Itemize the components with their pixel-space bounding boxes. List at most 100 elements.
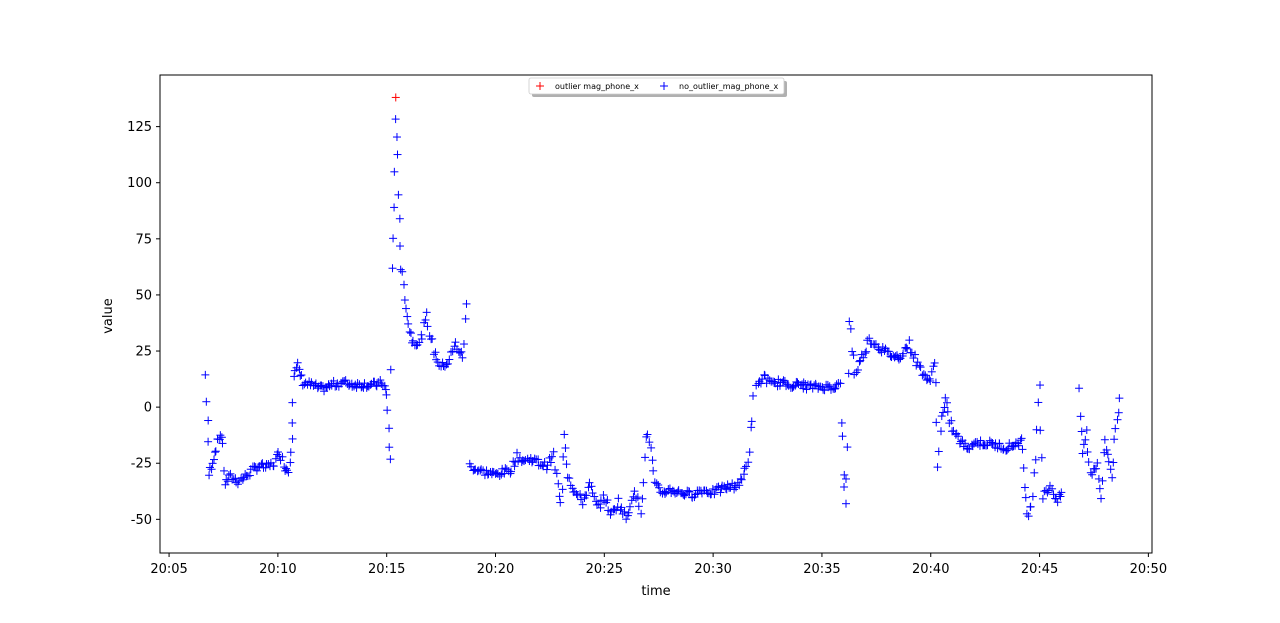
no-outlier-point — [622, 515, 631, 524]
no-outlier-point — [899, 349, 908, 358]
no-outlier-point — [1003, 446, 1012, 455]
no-outlier-point — [390, 203, 399, 212]
no-outlier-point — [1038, 494, 1047, 503]
no-outlier-point — [286, 458, 295, 467]
x-tick-label: 20:30 — [694, 562, 731, 577]
no-outlier-point — [903, 344, 912, 353]
no-outlier-point — [588, 489, 597, 498]
no-outlier-point — [582, 491, 591, 500]
no-outlier-point — [495, 472, 504, 481]
no-outlier-point — [625, 502, 634, 511]
x-tick-label: 20:50 — [1130, 562, 1167, 577]
no-outlier-point — [560, 430, 569, 439]
no-outlier-point — [1016, 436, 1025, 445]
no-outlier-point — [840, 482, 849, 491]
no-outlier-point — [862, 347, 871, 356]
no-outlier-point — [1079, 440, 1088, 449]
no-outlier-point — [902, 343, 911, 352]
no-outlier-point — [258, 459, 267, 468]
no-outlier-point — [252, 466, 261, 475]
no-outlier-point — [394, 190, 403, 199]
no-outlier-point — [429, 350, 438, 359]
no-outlier-point — [438, 358, 447, 367]
no-outlier-point — [204, 437, 213, 446]
no-outlier-point — [457, 347, 466, 356]
no-outlier-point — [554, 479, 563, 488]
y-axis-ticks: -50 -25 0 25 50 75 100 125 — [127, 120, 160, 528]
no-outlier-point — [685, 488, 694, 497]
x-tick-label: 20:40 — [912, 562, 949, 577]
legend-box — [528, 77, 785, 95]
no-outlier-point — [837, 418, 846, 427]
no-outlier-point — [561, 444, 570, 453]
no-outlier-point — [710, 490, 719, 499]
no-outlier-point — [634, 502, 643, 511]
no-outlier-point — [288, 398, 297, 407]
no-outlier-point — [1083, 447, 1092, 456]
no-outlier-point — [398, 267, 407, 276]
no-outlier-point — [594, 500, 603, 509]
no-outlier-point — [956, 437, 965, 446]
no-outlier-point — [1036, 426, 1045, 435]
no-outlier-point — [610, 505, 619, 514]
no-outlier-point — [1108, 473, 1117, 482]
no-outlier-point — [385, 424, 394, 433]
no-outlier-point — [284, 468, 293, 477]
no-outlier-point — [934, 447, 943, 456]
no-outlier-point — [845, 317, 854, 326]
no-outlier-point — [215, 435, 224, 444]
no-outlier-point — [1037, 453, 1046, 462]
no-outlier-point — [599, 491, 608, 500]
no-outlier-point — [742, 462, 751, 471]
no-outlier-point — [603, 496, 612, 505]
no-outlier-point — [1081, 435, 1090, 444]
no-outlier-point — [278, 452, 287, 461]
no-outlier-point — [276, 456, 285, 465]
no-outlier-point — [547, 452, 556, 461]
x-tick-label: 20:25 — [586, 562, 623, 577]
no-outlier-point — [995, 439, 1004, 448]
no-outlier-point — [913, 358, 922, 367]
no-outlier-point — [1032, 425, 1041, 434]
no-outlier-point — [506, 469, 515, 478]
no-outlier-point — [408, 336, 417, 345]
no-outlier-point — [1088, 470, 1097, 479]
no-outlier-point — [959, 442, 968, 451]
no-outlier-point — [740, 464, 749, 473]
no-outlier-point — [552, 469, 561, 478]
no-outlier-point — [462, 299, 471, 308]
no-outlier-point — [558, 485, 567, 494]
no-outlier-point — [940, 403, 949, 412]
no-outlier-point — [789, 382, 798, 391]
no-outlier-point — [445, 355, 454, 364]
no-outlier-point — [205, 471, 214, 480]
no-outlier-point — [1052, 494, 1061, 503]
no-outlier-point — [1102, 445, 1111, 454]
no-outlier-point — [551, 465, 560, 474]
no-outlier-point — [243, 472, 252, 481]
no-outlier-point — [976, 436, 985, 445]
no-outlier-point — [943, 407, 952, 416]
no-outlier-point — [639, 478, 648, 487]
no-outlier-point — [451, 338, 460, 347]
no-outlier-point — [477, 465, 486, 474]
no-outlier-point — [1043, 488, 1052, 497]
no-outlier-point — [201, 370, 210, 379]
no-outlier-point — [1094, 474, 1103, 483]
legend: outlier mag_phone_x no_outlier_mag_phone… — [528, 77, 787, 97]
no-outlier-point — [961, 439, 970, 448]
no-outlier-point — [652, 479, 661, 488]
no-outlier-point — [391, 115, 400, 124]
no-outlier-point — [655, 483, 664, 492]
no-outlier-point — [716, 488, 725, 497]
no-outlier-point — [226, 469, 235, 478]
x-axis-ticks: 20:05 20:10 20:15 20:20 20:25 20:30 20:35 20:40… — [150, 553, 1167, 577]
no-outlier-point — [1020, 483, 1029, 492]
no-outlier-point — [1057, 488, 1066, 497]
y-tick-label: 75 — [135, 232, 152, 247]
no-outlier-point — [442, 360, 451, 369]
no-outlier-point — [783, 380, 792, 389]
no-outlier-point — [684, 487, 693, 496]
no-outlier-point — [1098, 476, 1107, 485]
